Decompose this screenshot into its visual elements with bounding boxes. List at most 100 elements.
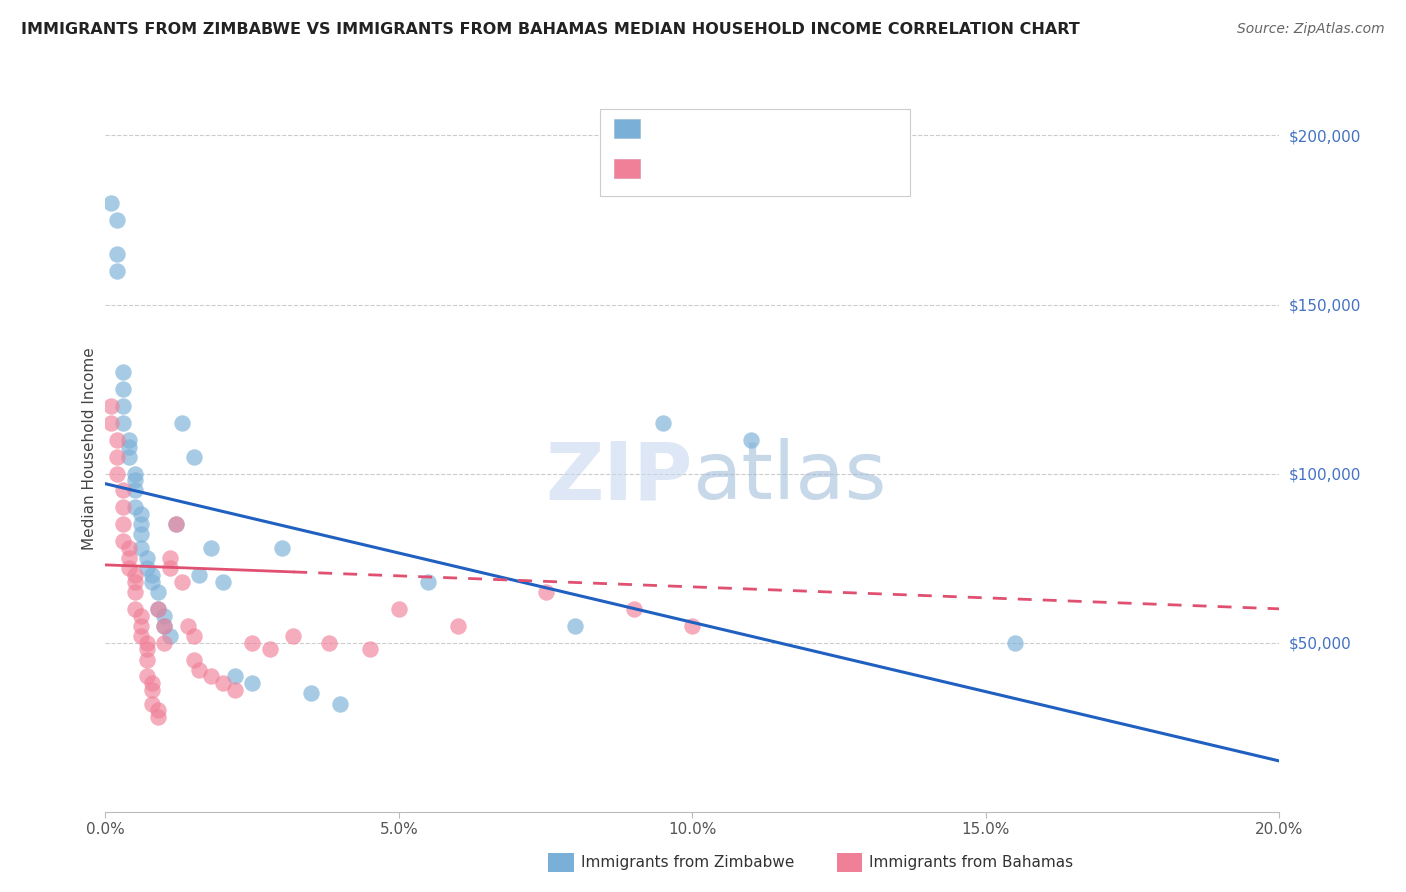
Point bbox=[100, 416, 122, 430]
Point bbox=[211, 676, 233, 690]
Point bbox=[112, 483, 135, 498]
Point bbox=[183, 629, 205, 643]
Text: Immigrants from Zimbabwe: Immigrants from Zimbabwe bbox=[581, 855, 794, 870]
Point bbox=[112, 500, 135, 515]
Point bbox=[299, 686, 322, 700]
Point bbox=[105, 450, 128, 464]
Point bbox=[623, 602, 645, 616]
Point bbox=[318, 635, 340, 649]
Point bbox=[183, 450, 205, 464]
Point bbox=[564, 619, 586, 633]
Point bbox=[170, 574, 193, 589]
Point bbox=[124, 568, 146, 582]
Point bbox=[118, 450, 141, 464]
Point bbox=[388, 602, 411, 616]
Point bbox=[124, 474, 146, 488]
Point bbox=[112, 399, 135, 413]
Point bbox=[740, 433, 762, 447]
Text: R =: R = bbox=[650, 161, 685, 175]
Text: IMMIGRANTS FROM ZIMBABWE VS IMMIGRANTS FROM BAHAMAS MEDIAN HOUSEHOLD INCOME CORR: IMMIGRANTS FROM ZIMBABWE VS IMMIGRANTS F… bbox=[21, 22, 1080, 37]
Text: 52: 52 bbox=[807, 161, 830, 175]
Text: ZIP: ZIP bbox=[546, 438, 692, 516]
Point bbox=[135, 642, 157, 657]
Point bbox=[129, 629, 152, 643]
Point bbox=[224, 669, 246, 683]
Point bbox=[124, 500, 146, 515]
Y-axis label: Median Household Income: Median Household Income bbox=[82, 347, 97, 549]
Text: Source: ZipAtlas.com: Source: ZipAtlas.com bbox=[1237, 22, 1385, 37]
Text: Immigrants from Bahamas: Immigrants from Bahamas bbox=[869, 855, 1073, 870]
Point bbox=[534, 585, 557, 599]
Text: N =: N = bbox=[755, 161, 801, 175]
Point bbox=[148, 602, 170, 616]
Point bbox=[118, 440, 141, 454]
Point bbox=[105, 467, 128, 481]
Point bbox=[129, 507, 152, 521]
Point bbox=[124, 467, 146, 481]
Point bbox=[153, 619, 176, 633]
Point bbox=[135, 635, 157, 649]
Point bbox=[135, 561, 157, 575]
Point bbox=[129, 527, 152, 541]
Point bbox=[418, 574, 440, 589]
Point bbox=[176, 619, 198, 633]
Point bbox=[100, 196, 122, 211]
Point bbox=[141, 683, 163, 698]
Point bbox=[188, 663, 211, 677]
Point bbox=[118, 433, 141, 447]
Point bbox=[165, 517, 187, 532]
Point bbox=[141, 568, 163, 582]
Text: R =: R = bbox=[650, 120, 685, 135]
Point bbox=[159, 551, 181, 566]
Point bbox=[165, 517, 187, 532]
Point bbox=[100, 399, 122, 413]
Text: atlas: atlas bbox=[692, 438, 887, 516]
Point bbox=[240, 635, 263, 649]
Point bbox=[329, 697, 352, 711]
Point bbox=[359, 642, 381, 657]
Point bbox=[135, 652, 157, 666]
Point bbox=[105, 213, 128, 227]
Point bbox=[124, 585, 146, 599]
Point bbox=[159, 561, 181, 575]
Point bbox=[135, 669, 157, 683]
Point bbox=[148, 703, 170, 717]
Point bbox=[141, 574, 163, 589]
Point bbox=[105, 247, 128, 261]
Point bbox=[141, 676, 163, 690]
Point bbox=[129, 541, 152, 555]
Point bbox=[135, 551, 157, 566]
Point bbox=[170, 416, 193, 430]
Point bbox=[112, 517, 135, 532]
Point bbox=[148, 585, 170, 599]
Point bbox=[118, 561, 141, 575]
Point bbox=[112, 416, 135, 430]
Point bbox=[129, 517, 152, 532]
Point bbox=[112, 534, 135, 549]
Point bbox=[112, 365, 135, 379]
Text: -0.376: -0.376 bbox=[689, 120, 747, 135]
Point bbox=[129, 619, 152, 633]
Point bbox=[652, 416, 675, 430]
Point bbox=[259, 642, 281, 657]
Point bbox=[283, 629, 305, 643]
Point bbox=[446, 619, 468, 633]
Point bbox=[200, 541, 222, 555]
Point bbox=[153, 619, 176, 633]
Point bbox=[1004, 635, 1026, 649]
Point bbox=[105, 263, 128, 277]
Point bbox=[129, 608, 152, 623]
Point bbox=[105, 433, 128, 447]
Text: -0.098: -0.098 bbox=[689, 161, 747, 175]
Point bbox=[118, 541, 141, 555]
Point bbox=[124, 602, 146, 616]
Text: N =: N = bbox=[755, 120, 801, 135]
Point bbox=[112, 382, 135, 396]
Text: 44: 44 bbox=[807, 120, 830, 135]
Point bbox=[211, 574, 233, 589]
Point bbox=[153, 635, 176, 649]
Point bbox=[148, 710, 170, 724]
Point bbox=[153, 608, 176, 623]
Point bbox=[200, 669, 222, 683]
Point bbox=[682, 619, 704, 633]
